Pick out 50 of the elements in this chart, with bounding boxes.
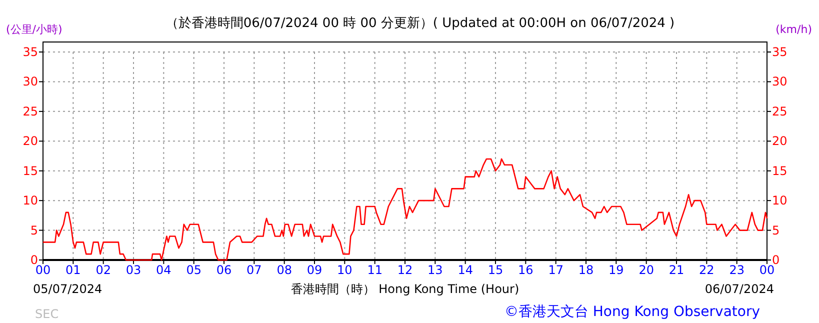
x-tick-label: 09	[306, 263, 322, 277]
y-tick-label: 15	[22, 164, 38, 178]
x-tick-label: 06	[216, 263, 232, 277]
x-tick-label: 02	[96, 263, 111, 277]
x-tick-label: 01	[66, 263, 81, 277]
x-tick-label: 14	[458, 263, 473, 277]
text: SEC	[35, 307, 59, 321]
x-tick-label: 16	[518, 263, 534, 277]
x-tick-label: 18	[578, 263, 594, 277]
y2-tick-label: 35	[772, 45, 788, 59]
y-tick-label: 25	[22, 104, 38, 118]
y-tick-label: 10	[22, 194, 38, 208]
y2-tick-label: 10	[772, 194, 788, 208]
x-tick-label: 04	[156, 263, 172, 277]
x-tick-label: 00	[35, 263, 51, 277]
x-tick-label: 19	[608, 263, 624, 277]
x-tick-label: 22	[699, 263, 714, 277]
x-tick-label: 00	[759, 263, 775, 277]
x-tick-label: 10	[337, 263, 352, 277]
y-tick-label: 30	[22, 74, 38, 89]
x-tick-label: 07	[246, 263, 262, 277]
x-tick-label: 05	[186, 263, 202, 277]
x-tick-label: 12	[397, 263, 413, 277]
text: 05/07/2024	[33, 282, 102, 296]
y-tick-label: 35	[22, 45, 38, 59]
y2-axis-title: (km/h)	[776, 23, 812, 36]
y2-tick-label: 25	[772, 104, 788, 118]
y-tick-label: 5	[30, 223, 38, 238]
y2-tick-label: 0	[772, 253, 780, 267]
chart-title: （於香港時間06/07/2024 00 時 00 分更新）( Updated at 00:00H on 06/07/2024 )	[165, 16, 675, 31]
y2-tick-label: 30	[772, 74, 788, 89]
x-tick-label: 17	[548, 263, 564, 277]
y2-tick-label: 20	[772, 134, 788, 148]
x-tick-label: 13	[428, 263, 443, 277]
x-tick-label: 15	[488, 263, 504, 277]
x-axis-title: 香港時間（時） Hong Kong Time (Hour)	[290, 282, 520, 296]
text: 06/07/2024	[704, 282, 774, 296]
x-tick-label: 21	[668, 263, 684, 277]
y2-tick-label: 15	[772, 164, 788, 178]
x-tick-label: 03	[126, 263, 142, 277]
y-tick-label: 20	[22, 134, 38, 148]
x-tick-label: 20	[638, 263, 654, 277]
line-series	[42, 158, 768, 261]
y-axis-title: (公里/小時)	[6, 23, 62, 36]
x-tick-label: 08	[276, 263, 292, 277]
x-tick-label: 11	[367, 263, 382, 277]
y2-tick-label: 5	[772, 223, 780, 238]
y-tick-label: 0	[30, 253, 38, 267]
x-tick-label: 23	[729, 263, 744, 277]
text: ©香港天文台 Hong Kong Observatory	[504, 304, 760, 320]
